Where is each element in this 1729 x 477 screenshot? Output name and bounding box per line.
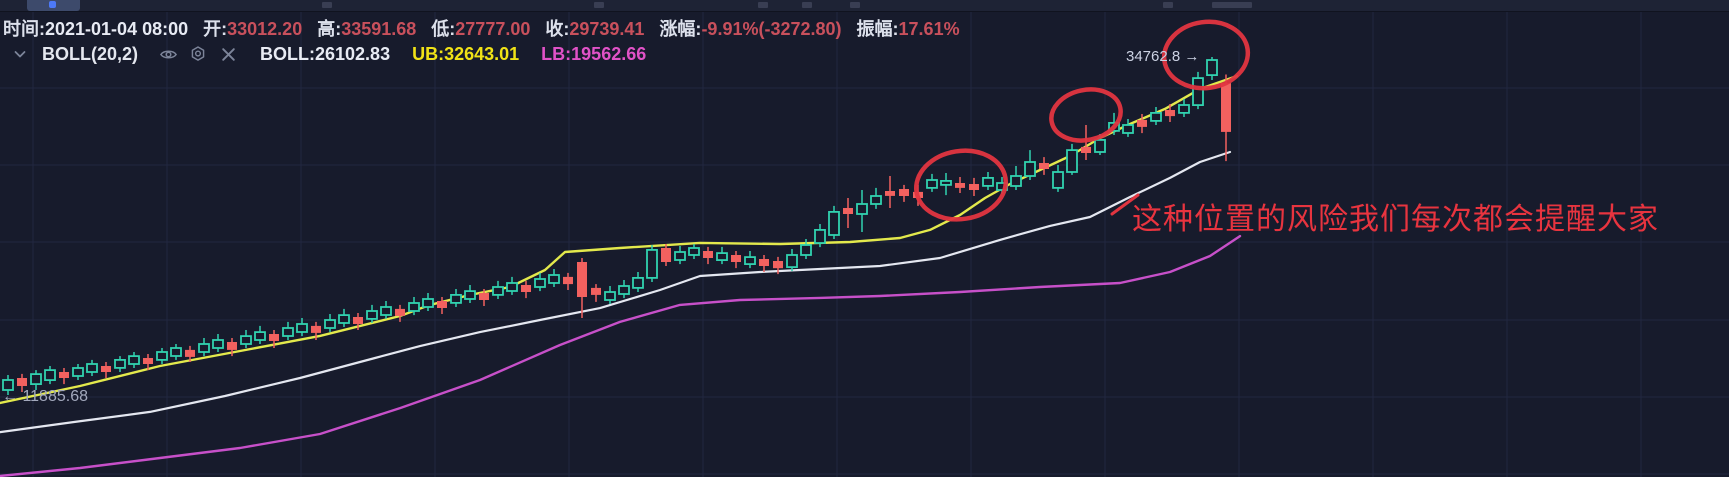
time-field: 时间:2021-01-04 08:00: [3, 15, 188, 41]
boll-ub-readout: UB:32643.01: [412, 44, 519, 65]
toolbar-remnant-icon: [850, 2, 860, 8]
close-icon[interactable]: [218, 44, 238, 64]
boll-ub-value: 32643.01: [444, 43, 520, 64]
boll-mid-value: 26102.83: [315, 43, 391, 64]
toolbar-remnant-icon: [758, 2, 768, 8]
toolbar-button-icon: [49, 1, 56, 8]
toolbar-remnant-icon: [1212, 2, 1252, 8]
boll-lb-value: 19562.66: [571, 43, 647, 64]
toolbar-remnant-icon: [802, 2, 812, 8]
close-label: 收:: [545, 19, 570, 39]
boll-ub-label: UB:: [412, 43, 445, 64]
toolbar-button-partial[interactable]: [27, 0, 80, 11]
indicator-bar: BOLL(20,2) BOLL:26102.83 UB:32643.01 LB:…: [10, 42, 646, 66]
boll-lb-readout: LB:19562.66: [541, 44, 646, 65]
close-field: 收:29739.41: [545, 15, 644, 41]
settings-icon[interactable]: [188, 44, 208, 64]
amplitude-field: 振幅:17.61%: [857, 15, 960, 41]
amplitude-label: 振幅:: [856, 19, 899, 39]
low-field: 低:27777.00: [431, 15, 530, 41]
chevron-down-icon[interactable]: [10, 44, 30, 64]
risk-warning-text: 这种位置的风险我们每次都会提醒大家: [1132, 203, 1659, 236]
time-value: 2021-01-04 08:00: [45, 19, 189, 39]
low-value: 27777.00: [455, 19, 531, 39]
low-label: 低:: [431, 19, 456, 39]
indicator-name[interactable]: BOLL(20,2): [42, 43, 139, 64]
boll-mid-readout: BOLL:26102.83: [260, 44, 390, 65]
boll-lb-label: LB:: [541, 43, 572, 64]
open-label: 开:: [203, 19, 228, 39]
top-toolbar-cutoff: [0, 0, 1729, 12]
eye-icon[interactable]: [158, 44, 178, 64]
ohlc-info-bar: 时间:2021-01-04 08:00 开:33012.20 高:33591.6…: [3, 16, 960, 40]
close-value: 29739.41: [569, 19, 645, 39]
high-field: 高:33591.68: [317, 15, 416, 41]
peak-price-label: 34762.8 →: [1126, 48, 1200, 65]
open-field: 开:33012.20: [203, 15, 302, 41]
open-value: 33012.20: [227, 19, 303, 39]
low-price-label: ← 11885.68: [2, 388, 88, 405]
toolbar-remnant-icon: [322, 2, 332, 8]
change-value: -9.91%(-3272.80): [701, 19, 842, 39]
boll-mid-label: BOLL:: [260, 43, 315, 64]
high-value: 33591.68: [341, 19, 417, 39]
time-label: 时间:: [3, 19, 45, 39]
change-label: 涨幅:: [659, 19, 702, 39]
change-field: 涨幅:-9.91%(-3272.80): [659, 15, 841, 41]
amplitude-value: 17.61%: [898, 19, 960, 39]
high-label: 高:: [317, 19, 342, 39]
toolbar-remnant-icon: [594, 2, 604, 8]
toolbar-remnant-icon: [1163, 2, 1173, 8]
